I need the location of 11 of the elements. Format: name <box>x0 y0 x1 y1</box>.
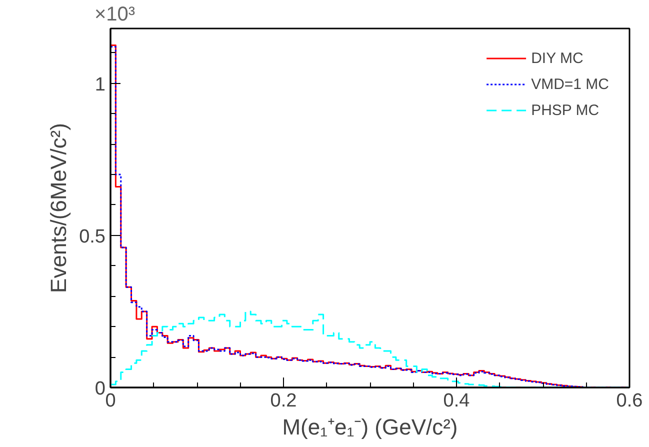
x-tick-label: 0.4 <box>443 390 470 412</box>
x-tick-label: 0.2 <box>270 390 297 412</box>
text: ×10³ <box>94 4 136 26</box>
y-tick-label: 1 <box>94 74 106 96</box>
legend-label: PHSP MC <box>531 102 600 118</box>
x-axis-title: M(e₁⁺e₁⁻) (GeV/c²) <box>282 414 458 440</box>
y-axis-title: Events/(6MeV/c²) <box>46 123 72 293</box>
x-tick-label: 0.6 <box>616 390 643 412</box>
legend-label: DIY MC <box>531 50 584 66</box>
legend-label: VMD=1 MC <box>531 76 609 92</box>
y-tick-label: 0.5 <box>79 226 106 248</box>
